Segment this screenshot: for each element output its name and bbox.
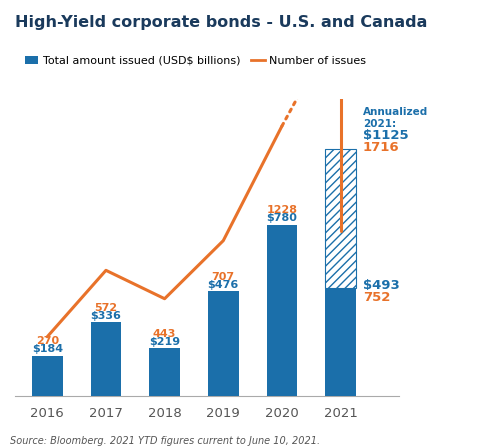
Bar: [91, 322, 121, 396]
Text: 1228: 1228: [267, 205, 297, 215]
Text: Source: Bloomberg. 2021 YTD figures current to June 10, 2021.: Source: Bloomberg. 2021 YTD figures curr…: [10, 436, 320, 446]
Bar: [208, 292, 238, 396]
Text: 572: 572: [95, 303, 118, 313]
Text: Annualized
2021:: Annualized 2021:: [363, 108, 428, 129]
Text: $493: $493: [363, 279, 400, 292]
Bar: [149, 348, 180, 396]
Bar: [325, 288, 356, 396]
Text: 443: 443: [153, 329, 176, 339]
Text: $184: $184: [32, 345, 63, 354]
Text: $336: $336: [91, 311, 121, 321]
Text: High-Yield corporate bonds - U.S. and Canada: High-Yield corporate bonds - U.S. and Ca…: [15, 15, 428, 30]
Legend: Total amount issued (USD$ billions), Number of issues: Total amount issued (USD$ billions), Num…: [21, 52, 371, 70]
Text: $1125: $1125: [363, 129, 408, 142]
Text: $476: $476: [208, 280, 239, 290]
Text: 707: 707: [212, 272, 235, 282]
Bar: [325, 149, 356, 288]
Text: $780: $780: [267, 213, 297, 223]
Bar: [267, 224, 297, 396]
Text: 752: 752: [363, 291, 390, 304]
Text: 1716: 1716: [363, 141, 399, 154]
Text: $219: $219: [149, 336, 180, 347]
Text: 270: 270: [36, 336, 59, 346]
Bar: [32, 356, 62, 396]
